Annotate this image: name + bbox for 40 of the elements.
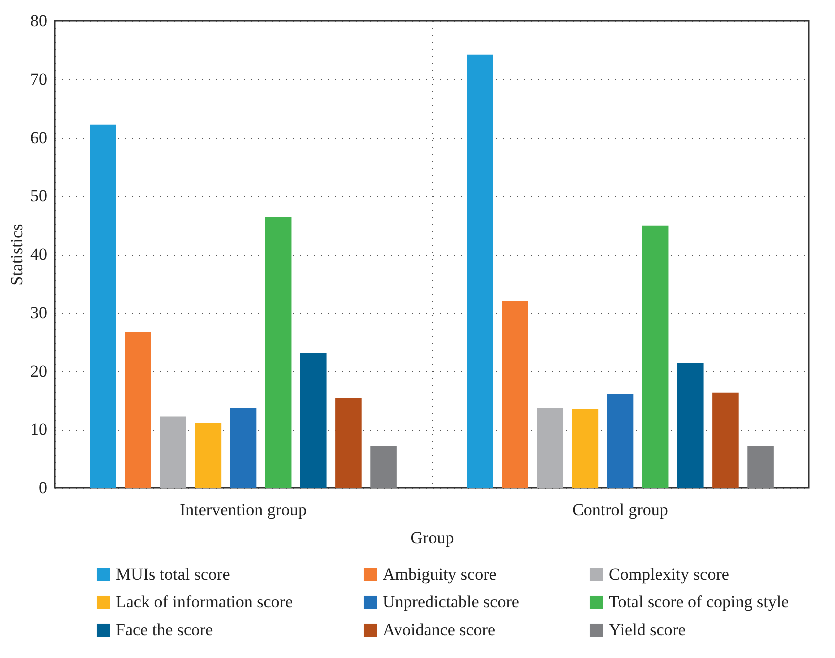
legend-label: MUIs total score	[116, 564, 230, 584]
bar	[502, 301, 528, 488]
bar	[537, 408, 564, 488]
bar	[370, 446, 397, 488]
bar	[160, 416, 187, 488]
y-tick-label: 70	[30, 70, 48, 89]
bar	[607, 394, 634, 488]
legend-label: Avoidance score	[383, 620, 496, 640]
y-tick-label: 0	[39, 478, 48, 498]
bar	[642, 226, 669, 488]
y-axis-title: Statistics	[8, 224, 26, 286]
bar	[748, 446, 774, 488]
bar	[467, 54, 494, 488]
x-tick-label: Control group	[572, 500, 668, 520]
legend-label: Ambiguity score	[383, 564, 497, 584]
x-tick-label: Intervention group	[180, 500, 307, 520]
legend-label: Lack of information score	[116, 592, 294, 612]
bar	[125, 332, 152, 488]
legend-label: Unpredictable score	[383, 592, 520, 612]
y-tick-label: 10	[30, 420, 48, 440]
bar	[712, 392, 739, 488]
legend-label: Yield score	[609, 620, 686, 640]
y-tick-label: 50	[30, 186, 48, 206]
legend-label: Total score of coping style	[609, 592, 790, 612]
bar	[230, 408, 257, 488]
legend-label: Complexity score	[609, 564, 730, 584]
bar	[336, 398, 362, 488]
bar	[195, 423, 222, 488]
y-tick-label: 20	[30, 362, 48, 381]
bar	[265, 217, 292, 488]
x-axis-title: Group	[410, 528, 454, 548]
bar	[300, 353, 327, 488]
y-tick-label: 80	[30, 12, 48, 30]
bar	[572, 409, 599, 488]
y-tick-label: 40	[30, 245, 48, 264]
bar	[677, 363, 704, 488]
y-tick-label: 60	[30, 128, 48, 148]
bar	[90, 124, 116, 488]
y-tick-label: 30	[30, 303, 48, 322]
legend-label: Face the score	[116, 620, 214, 640]
